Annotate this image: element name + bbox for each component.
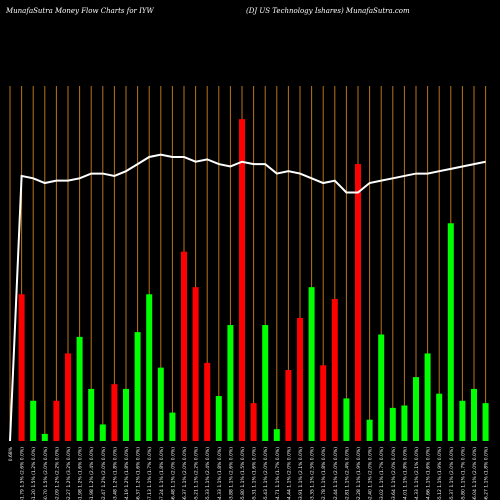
bar-up bbox=[378, 334, 385, 441]
bar-up bbox=[366, 419, 373, 441]
price-line bbox=[9, 153, 486, 442]
bar-up bbox=[436, 393, 443, 441]
x-tick-label: 152.78 1.1% (1.8% 0.0%) bbox=[321, 447, 327, 500]
x-tick-label: 154.33 1.1% (2.1% 0.0%) bbox=[414, 447, 420, 500]
bar-up bbox=[471, 388, 477, 441]
bar-up bbox=[30, 400, 37, 441]
bar-up bbox=[123, 388, 129, 441]
bar-down bbox=[18, 294, 25, 441]
chart-subtitle: (DJ US Technology Ishares) MunafaSutra.c… bbox=[246, 7, 410, 15]
bar-down bbox=[53, 400, 60, 441]
bar-up bbox=[169, 412, 176, 441]
bar-down bbox=[355, 164, 361, 441]
bar-up bbox=[134, 332, 141, 441]
x-tick-label: 150.70 1.5% (2.0% 0.0%) bbox=[43, 447, 49, 500]
x-tick-label: 155.33 1.1% (2.4% 0.0%) bbox=[205, 447, 211, 500]
x-tick-label: 155.37 1.1% (2.0% 0.0%) bbox=[449, 447, 455, 500]
bar-up bbox=[262, 325, 269, 441]
chart-title: MunafaSutra Money Flow Charts for IYW bbox=[6, 7, 154, 15]
bar-up bbox=[343, 398, 350, 441]
x-tick-label: 153.91 1.1% (2.1% 0.0%) bbox=[298, 447, 304, 500]
bar-down bbox=[181, 251, 187, 441]
x-tick-label: 155.21 1.1% (2.2% 0.0%) bbox=[194, 447, 200, 500]
x-tick-label: 152.47 1.2% (2.0% 0.0%) bbox=[101, 447, 107, 500]
x-tick-label: 151.98 1.2% (1.6% 0.0%) bbox=[78, 447, 84, 500]
x-tick-label: 154.33 1.1% (1.8% 0.0%) bbox=[217, 447, 223, 500]
x-tick-label: 155.31 1.1% (1.6% 0.0%) bbox=[252, 447, 258, 500]
x-tick-label: 153.48 1.2% (1.8% 0.0%) bbox=[112, 447, 118, 500]
bar-up bbox=[157, 367, 164, 441]
x-tick-label: 156.04 1.1% (2.0% 0.0%) bbox=[472, 447, 478, 500]
x-tick-label: 151.98 1.2% (2.4% 0.0%) bbox=[89, 447, 95, 500]
x-tick-label: 156.37 1.2% (1.6% 0.0%) bbox=[136, 447, 142, 500]
x-tick-label: 152.40 1.1% (2.0% 0.0%) bbox=[368, 447, 374, 500]
x-tick-label: 155.80 1.1% (1.5% 0.0%) bbox=[240, 447, 246, 500]
bar-up bbox=[41, 433, 48, 441]
x-tick-label: 152.09 1.2% (2.2% 0.0%) bbox=[54, 447, 60, 500]
x-tick-label: 154.66 1.1% (1.6% 0.0%) bbox=[426, 447, 432, 500]
bar-up bbox=[413, 377, 419, 441]
x-tick-label: 155.12 1.1% (1.9% 0.0%) bbox=[437, 447, 443, 500]
bar-down bbox=[285, 370, 292, 441]
bar-up bbox=[227, 325, 234, 441]
bar-up bbox=[447, 223, 454, 441]
x-tick-label: 152.81 1.1% (2.4% 0.0%) bbox=[344, 447, 350, 500]
bar-up bbox=[389, 407, 396, 441]
bar-up bbox=[482, 403, 489, 441]
x-tick-label: 154.71 1.1% (1.7% 0.0%) bbox=[275, 447, 281, 500]
x-tick-label: 154.44 1.1% (2.0% 0.0%) bbox=[286, 447, 292, 500]
x-tick-label: 156.37 1.1% (2.0% 0.0%) bbox=[182, 447, 188, 500]
x-tick-label: 155.43 1.1% (2.0% 0.0%) bbox=[263, 447, 269, 500]
x-tick-label: 151.79 1.5% (2.6% 0.0%) bbox=[20, 447, 26, 500]
bar-series bbox=[18, 119, 489, 441]
bar-down bbox=[320, 365, 327, 441]
bar-up bbox=[88, 388, 95, 441]
bar-down bbox=[111, 384, 118, 441]
x-tick-labels: 0.68% 151.79 1.5% (2.6% 0.0%) 151.20 1.5% … bbox=[8, 446, 490, 500]
x-tick-label: 157.24 1.1% (1.8% 0.0%) bbox=[159, 447, 165, 500]
x-tick-label: 0.68% bbox=[8, 446, 14, 461]
x-tick-label: 155.80 1.1% (1.7% 0.0%) bbox=[460, 447, 466, 500]
x-tick-label: 156.48 1.1% (2.0% 0.0%) bbox=[170, 447, 176, 500]
x-tick-label: 152.27 1.2% (3.2% 0.0%) bbox=[66, 447, 72, 500]
bar-up bbox=[146, 294, 153, 441]
bar-up bbox=[215, 396, 222, 441]
bar-up bbox=[401, 405, 408, 441]
x-tick-label: 156.27 1.1% (1.8% 0.0%) bbox=[484, 447, 490, 500]
bar-up bbox=[99, 424, 106, 441]
x-tick-label: 152.28 1.1% (1.9% 0.0%) bbox=[356, 447, 362, 500]
bar-up bbox=[424, 353, 431, 441]
x-tick-label: 154.19 1.2% (1.8% 0.0%) bbox=[124, 447, 130, 500]
x-tick-label: 153.88 1.1% (2.6% 0.0%) bbox=[228, 447, 234, 500]
bar-down bbox=[192, 287, 199, 441]
bar-up bbox=[459, 400, 466, 441]
x-tick-label: 153.02 1.1% (1.7% 0.0%) bbox=[379, 447, 385, 500]
x-tick-label: 152.44 1.1% (2.0% 0.0%) bbox=[333, 447, 339, 500]
bar-up bbox=[273, 429, 280, 441]
x-tick-label: 151.20 1.5% (1.2% 0.0%) bbox=[31, 447, 37, 500]
bar-down bbox=[239, 119, 245, 441]
bar-down bbox=[250, 403, 257, 441]
bar-down bbox=[297, 317, 303, 441]
bar-up bbox=[308, 287, 315, 441]
bar-down bbox=[65, 353, 71, 441]
x-tick-label: 154.01 1.1% (1.8% 0.0%) bbox=[402, 447, 408, 500]
x-tick-label: 157.13 1.1% (1.7% 0.0%) bbox=[147, 447, 153, 500]
bar-down bbox=[204, 362, 211, 441]
x-tick-label: 153.64 1.1% (2.0% 0.0%) bbox=[391, 447, 397, 500]
x-tick-label: 153.35 1.1% (2.5% 0.0%) bbox=[310, 447, 316, 500]
bar-down bbox=[331, 299, 338, 441]
bar-up bbox=[76, 336, 83, 441]
